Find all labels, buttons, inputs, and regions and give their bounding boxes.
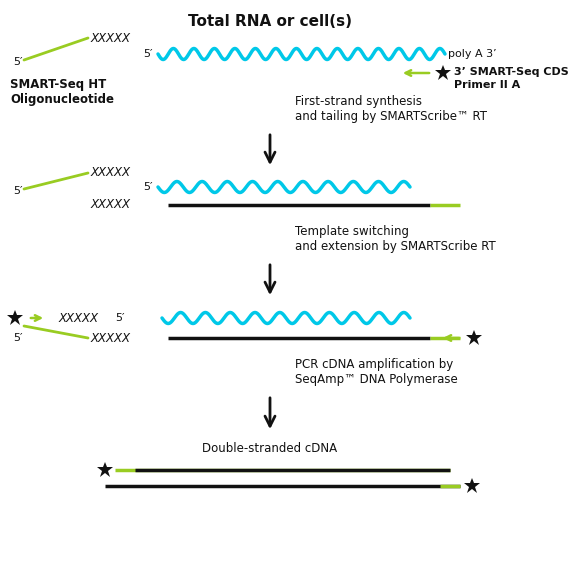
Text: 5′: 5′ <box>13 57 23 67</box>
Text: XXXXX: XXXXX <box>90 332 130 345</box>
Text: SeqAmp™ DNA Polymerase: SeqAmp™ DNA Polymerase <box>295 373 458 386</box>
Text: 5′: 5′ <box>13 186 23 196</box>
Text: Oligonucleotide: Oligonucleotide <box>10 93 114 106</box>
Text: First-strand synthesis: First-strand synthesis <box>295 95 422 108</box>
Text: Template switching: Template switching <box>295 225 409 238</box>
Text: Double-stranded cDNA: Double-stranded cDNA <box>202 442 338 455</box>
Text: 5′: 5′ <box>115 313 125 323</box>
Text: XXXXX: XXXXX <box>90 32 130 45</box>
Text: Primer II A: Primer II A <box>454 80 520 90</box>
Text: SMART-Seq HT: SMART-Seq HT <box>10 78 106 91</box>
Text: and tailing by SMARTScribe™ RT: and tailing by SMARTScribe™ RT <box>295 110 487 123</box>
Text: XXXXX: XXXXX <box>90 198 130 211</box>
Text: XXXXX: XXXXX <box>90 167 130 180</box>
Text: 5′: 5′ <box>143 49 153 59</box>
Text: 5′: 5′ <box>143 182 153 192</box>
Text: and extension by SMARTScribe RT: and extension by SMARTScribe RT <box>295 240 496 253</box>
Text: 3’ SMART-Seq CDS: 3’ SMART-Seq CDS <box>454 67 569 77</box>
Text: PCR cDNA amplification by: PCR cDNA amplification by <box>295 358 453 371</box>
Text: XXXXX: XXXXX <box>58 311 98 324</box>
Text: Total RNA or cell(s): Total RNA or cell(s) <box>188 14 352 29</box>
Text: 5′: 5′ <box>13 333 23 343</box>
Text: poly A 3’: poly A 3’ <box>448 49 497 59</box>
